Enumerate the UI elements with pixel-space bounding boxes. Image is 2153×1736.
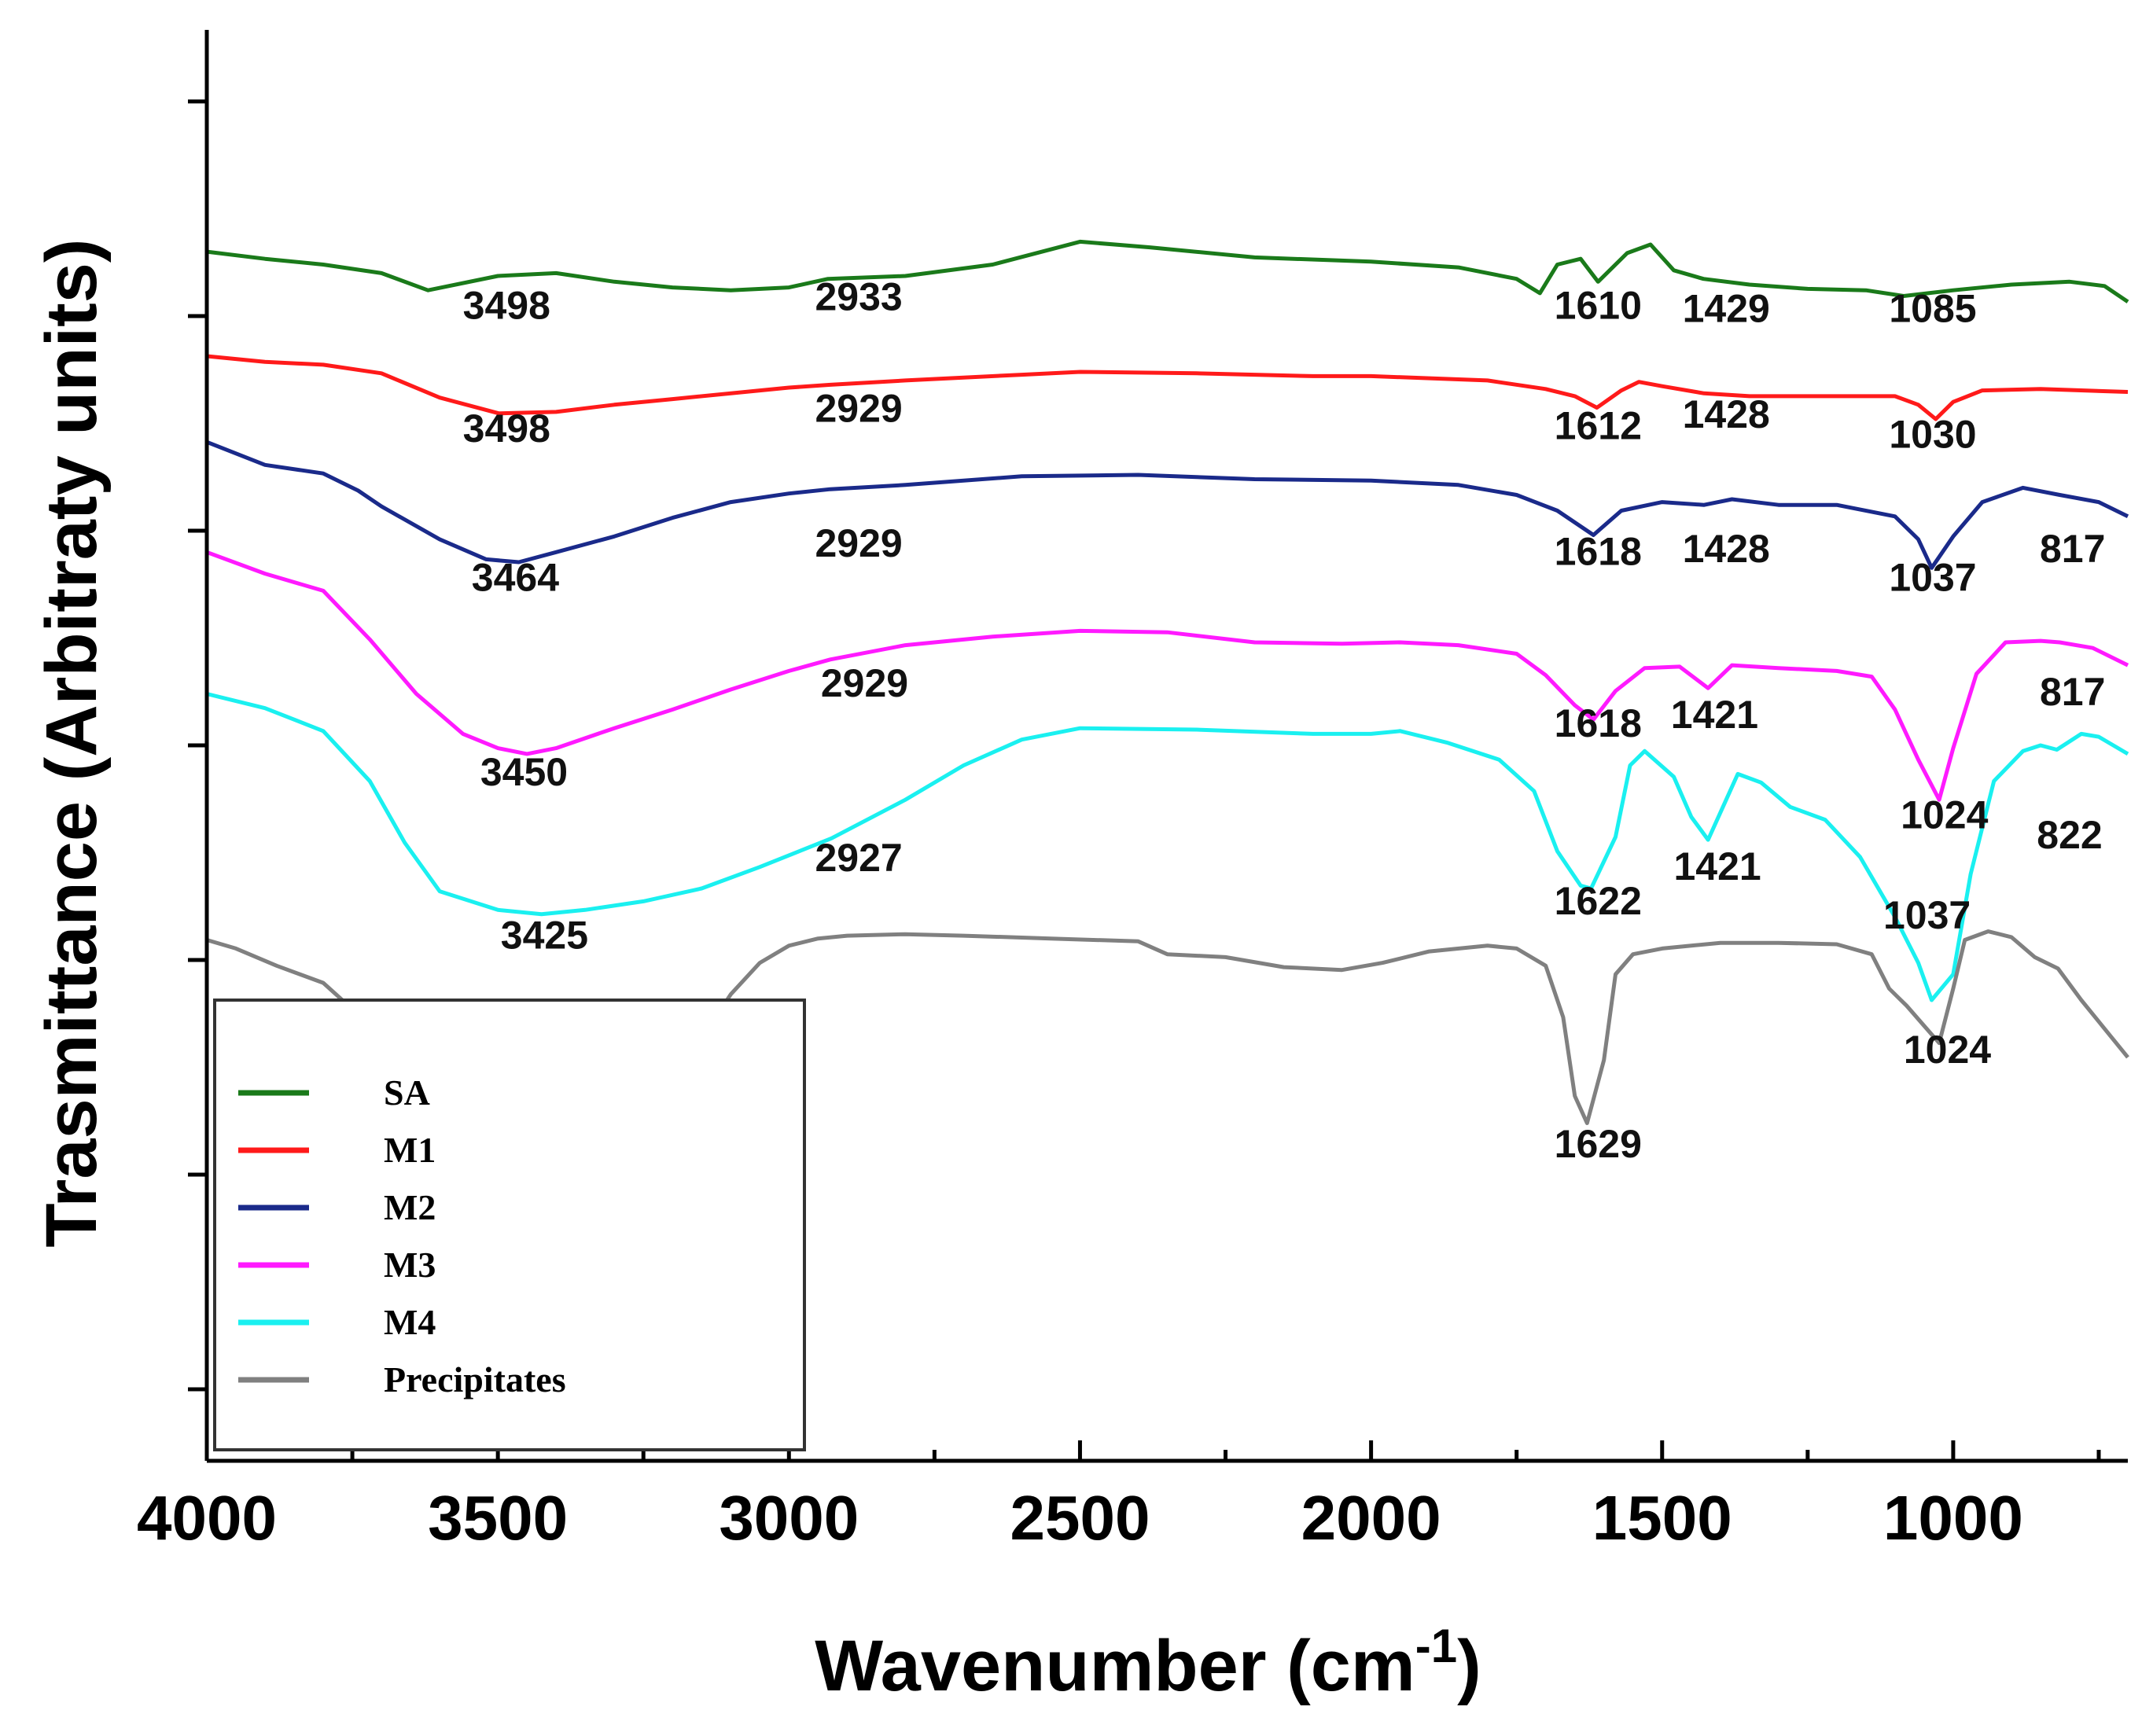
peak-label: 1429 [1683,286,1770,330]
peak-label: 2933 [815,275,902,319]
x-tick-label: 1500 [1592,1483,1732,1553]
x-axis-title-sup: -1 [1415,1620,1457,1672]
peak-label: 1428 [1683,392,1770,436]
legend-items: SA M1 M2 M3 M4 Precipitates [238,1072,566,1399]
peak-label: 2929 [821,661,908,705]
x-tick-label: 3000 [719,1483,859,1553]
x-axis-title: Wavenumber (cm-1) [815,1620,1481,1706]
x-tick-label: 3500 [428,1483,568,1553]
peak-label: 1618 [1555,530,1642,574]
series-line-sa [206,239,2129,303]
legend: SA M1 M2 M3 M4 Precipitates [213,999,806,1451]
peak-label: 1629 [1555,1122,1642,1166]
series-line-m2 [206,440,2129,570]
peak-label: 3498 [463,284,550,328]
series-group [206,239,2129,1125]
legend-label-m4: M4 [384,1302,436,1342]
legend-label-m1: M1 [384,1130,436,1170]
y-axis-title: Trasmittance (Arbitraty units) [31,238,112,1247]
peak-label: 1421 [1671,693,1758,737]
peak-label: 1030 [1889,412,1976,456]
x-tick-label: 2500 [1010,1483,1150,1553]
legend-label-m2: M2 [384,1187,436,1227]
peak-label: 1421 [1673,844,1761,888]
x-tick-label: 1000 [1883,1483,2023,1553]
peak-label: 1085 [1889,286,1976,330]
peak-label: 2929 [815,521,902,565]
peak-label: 1428 [1683,527,1770,571]
x-axis-title-main: Wavenumber (cm [815,1626,1415,1706]
peak-label: 2927 [815,836,902,880]
legend-label-m3: M3 [384,1245,436,1285]
peak-label: 1024 [1904,1028,1991,1072]
x-tick-label: 4000 [137,1483,277,1553]
peak-label: 1618 [1555,701,1642,745]
y-tick-group [188,99,207,1392]
peak-label: 3425 [501,913,588,957]
peak-label: 3450 [480,750,568,794]
peak-label: 1622 [1555,879,1642,923]
peak-label: 822 [2037,813,2102,857]
peak-label: 1612 [1555,404,1642,448]
legend-box [213,999,806,1451]
peak-label: 817 [2040,527,2105,571]
x-tick-label: 2000 [1301,1483,1441,1553]
legend-label-sa: SA [384,1072,430,1113]
peak-label: 817 [2040,670,2105,714]
series-line-m3 [206,550,2129,802]
peak-label-group: 3498 2933 1610 1429 1085 3498 2929 1612 1428 1030… [463,275,2106,1166]
peak-label: 1037 [1889,555,1976,599]
peak-label: 3464 [472,555,559,599]
x-tick-group: 4000 3500 3000 2500 2000 1500 1000 [137,1440,2101,1553]
peak-label: 1610 [1555,284,1642,328]
peak-label: 1037 [1883,893,1971,937]
peak-label: 3498 [463,406,550,451]
series-line-m1 [206,354,2129,421]
legend-label-precipitates: Precipitates [384,1359,566,1399]
series-line-m4 [206,692,2129,1002]
x-axis-title-close: ) [1457,1626,1481,1706]
peak-label: 2929 [815,387,902,431]
peak-label: 1024 [1901,793,1988,837]
